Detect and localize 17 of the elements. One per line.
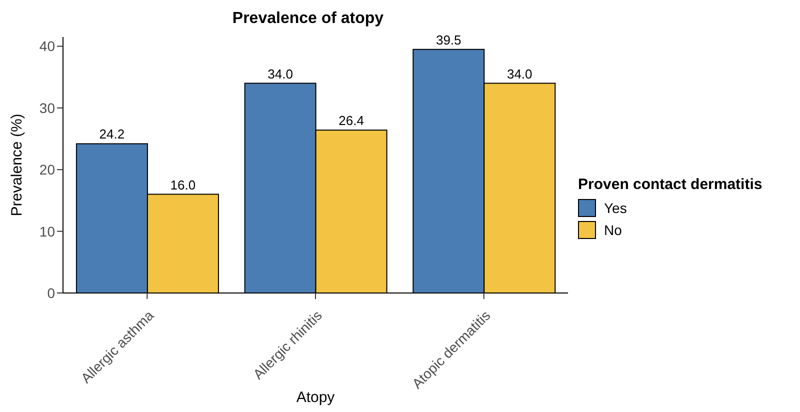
legend-label: No: [603, 220, 623, 240]
chart-title: Prevalence of atopy: [231, 10, 385, 28]
y-tick-label: 40: [39, 38, 56, 54]
y-tick-label: 0: [47, 284, 56, 301]
data-label: 24.2: [99, 126, 125, 142]
x-axis-title: Atopy: [296, 389, 336, 406]
data-label: 34.0: [268, 66, 293, 82]
y-tick-label: 30: [39, 100, 56, 116]
data-label: 26.4: [338, 113, 364, 128]
data-label: 16.0: [170, 177, 196, 192]
data-label: 34.0: [506, 66, 532, 82]
y-tick-label: 10: [39, 223, 56, 240]
legend-title: Proven contact dermatitis: [578, 176, 764, 192]
y-tick-label: 20: [39, 162, 56, 178]
legend-label: Yes: [603, 198, 628, 218]
y-axis-title: Prevalence (%): [8, 114, 26, 216]
data-label: 39.5: [436, 32, 462, 48]
